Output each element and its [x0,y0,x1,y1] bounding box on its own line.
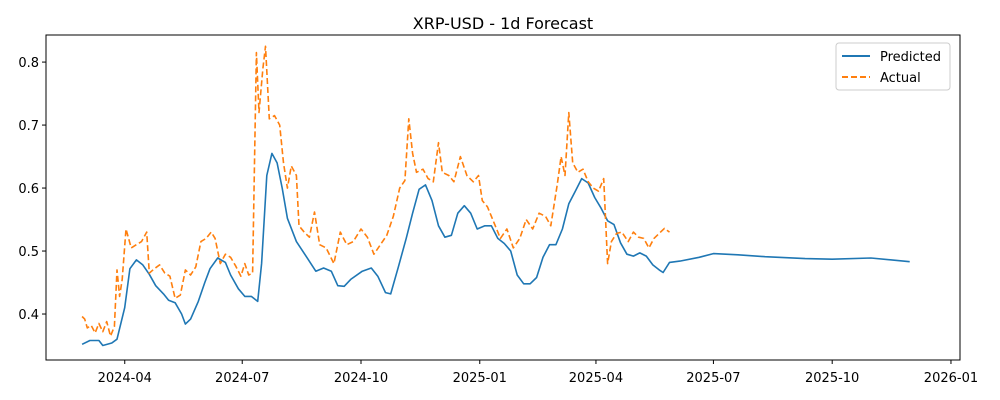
x-tick-label: 2024-04 [98,371,152,386]
series-line-actual [81,45,670,337]
chart-title: XRP-USD - 1d Forecast [413,14,593,33]
legend-box [835,42,951,91]
y-tick-label: 0.5 [18,245,39,260]
x-axis: 2024-04 2024-07 2024-10 2025-01 2025-04 2025-… [98,360,978,386]
legend: Predicted Actual [835,42,951,91]
y-tick-label: 0.8 [18,56,39,71]
x-tick-label: 2025-04 [569,371,623,386]
series-line-predicted [81,152,910,347]
x-tick-label: 2024-10 [334,371,388,386]
legend-label-actual: Actual [880,71,921,86]
y-tick-label: 0.4 [18,308,39,323]
legend-label-predicted: Predicted [880,50,941,65]
x-tick-label: 2025-10 [805,371,859,386]
x-tick-label: 2025-01 [453,371,507,386]
series-layer [81,45,910,347]
x-tick-label: 2025-07 [686,371,740,386]
y-axis: 0.4 0.5 0.6 0.7 0.8 [18,56,46,323]
x-tick-label: 2026-01 [924,371,978,386]
y-tick-label: 0.6 [18,182,39,197]
y-tick-label: 0.7 [18,119,39,134]
plot-frame [45,34,961,361]
x-tick-label: 2024-07 [215,371,269,386]
